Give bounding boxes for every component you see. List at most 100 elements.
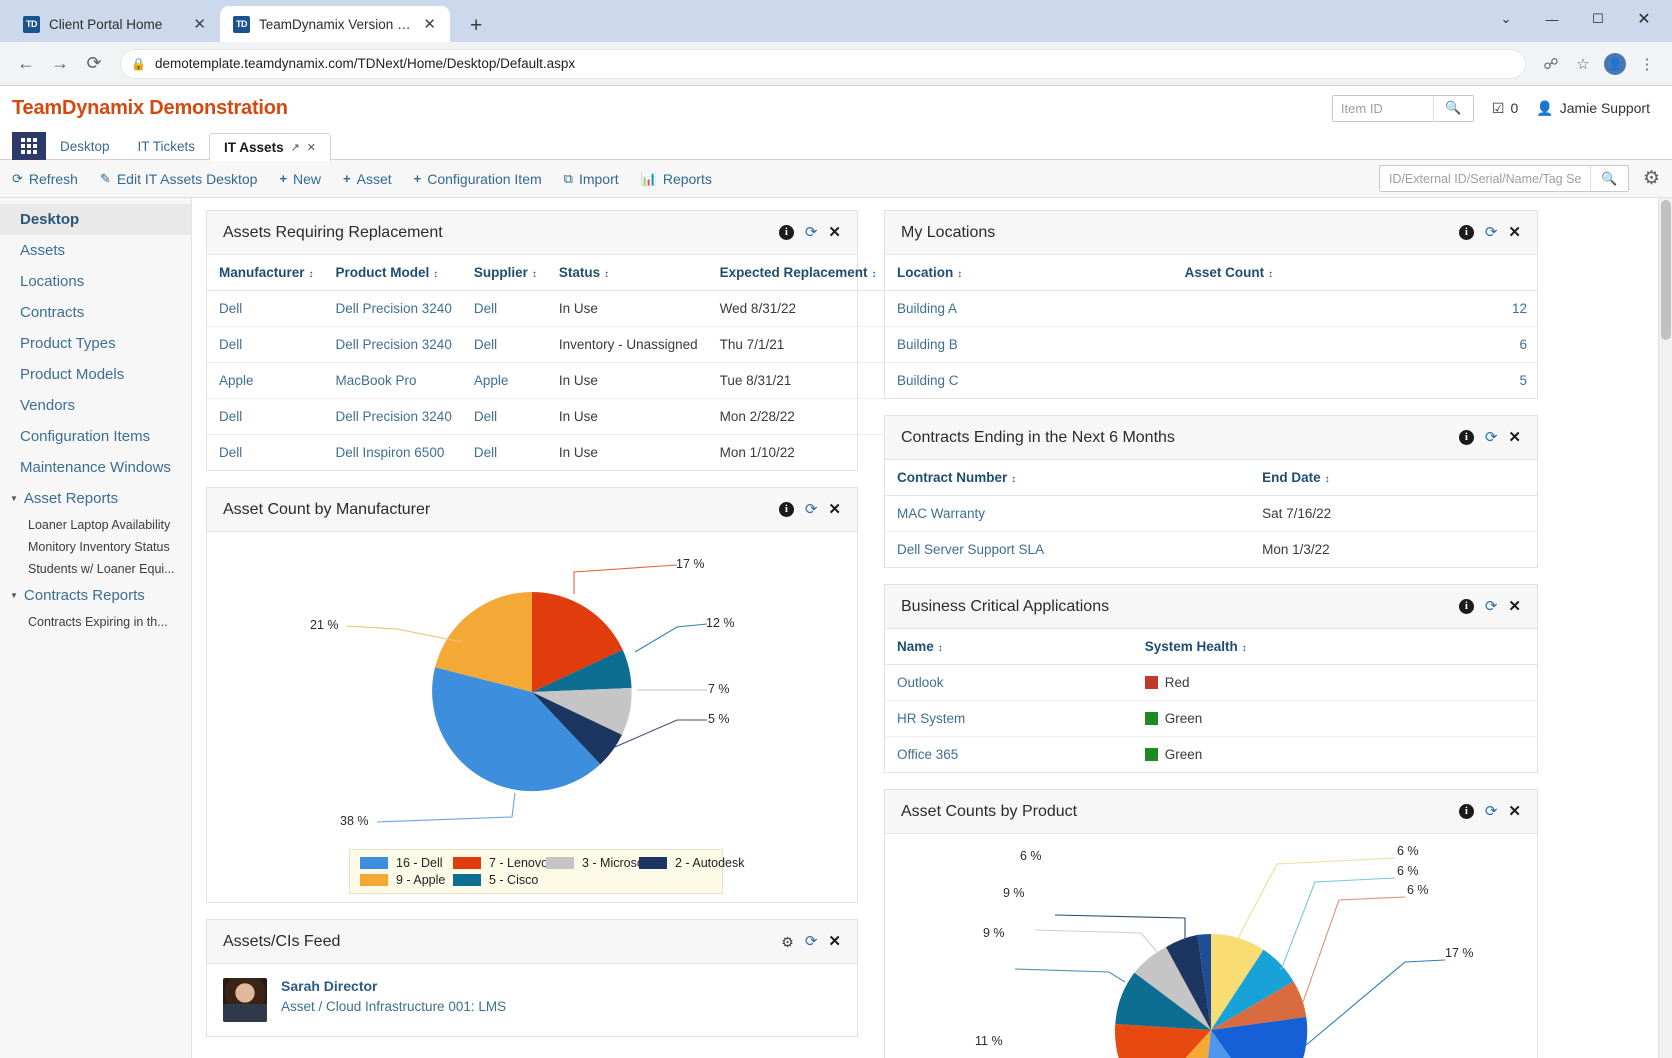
asset-search-input[interactable]	[1379, 166, 1590, 191]
table-row[interactable]: Dell Dell Inspiron 6500 Dell In Use Mon …	[207, 435, 886, 471]
table-row[interactable]: Outlook Red	[885, 664, 1537, 701]
back-icon[interactable]: ←	[17, 53, 35, 73]
chevron-down-icon[interactable]: ⌄	[1500, 11, 1512, 26]
asset-search[interactable]: 🔍	[1378, 165, 1629, 192]
refresh-icon[interactable]: ⟳	[1484, 598, 1498, 615]
address-bar[interactable]: 🔒 demotemplate.teamdynamix.com/TDNext/Ho…	[120, 48, 1526, 79]
cell-supplier[interactable]: Apple	[461, 362, 547, 399]
forward-icon[interactable]: →	[51, 53, 69, 73]
tab-it-tickets[interactable]: IT Tickets	[124, 132, 210, 160]
table-row[interactable]: Office 365 Green	[885, 737, 1537, 773]
refresh-icon[interactable]: ⟳	[1484, 224, 1498, 241]
cell-product-model[interactable]: Dell Inspiron 6500	[335, 445, 445, 460]
maximize-button[interactable]: ☐	[1592, 11, 1604, 26]
new-tab-button[interactable]: +	[470, 14, 483, 37]
table-row[interactable]: Building C 5	[885, 363, 1537, 399]
close-icon[interactable]: ✕	[828, 933, 841, 950]
sidebar-item-assets[interactable]: Assets	[0, 235, 191, 266]
cell-supplier[interactable]: Dell	[461, 326, 547, 363]
cell-application-name[interactable]: Office 365	[897, 747, 959, 762]
cell-manufacturer[interactable]: Dell	[207, 326, 324, 363]
info-icon[interactable]: i	[778, 502, 794, 517]
close-icon[interactable]: ✕	[423, 15, 436, 33]
close-icon[interactable]: ✕	[306, 141, 317, 154]
refresh-button[interactable]: ⟳ Refresh	[12, 171, 78, 187]
cell-manufacturer[interactable]: Dell	[207, 398, 324, 435]
tab-desktop[interactable]: Desktop	[46, 132, 124, 160]
column-header-contract-number[interactable]: Contract Number ↕	[885, 460, 1251, 496]
reports-button[interactable]: 📊 Reports	[641, 171, 712, 187]
browser-tab-client-portal[interactable]: TD Client Portal Home ✕	[10, 6, 220, 42]
sidebar-item-product-types[interactable]: Product Types	[0, 328, 191, 359]
column-header-location[interactable]: Location ↕	[885, 255, 1173, 291]
cell-application-name[interactable]: Outlook	[885, 664, 1133, 701]
search-icon[interactable]: 🔍	[1432, 95, 1473, 121]
import-button[interactable]: ⧉ Import	[564, 171, 619, 187]
cell-contract-number[interactable]: Dell Server Support SLA	[897, 542, 1045, 557]
table-row[interactable]: HR System Green	[885, 700, 1537, 737]
sidebar-item-loaner-laptop-availability[interactable]: Loaner Laptop Availability	[0, 514, 191, 536]
info-icon[interactable]: i	[1458, 225, 1474, 240]
edit-desktop-button[interactable]: ✎ Edit IT Assets Desktop	[100, 171, 258, 187]
table-row[interactable]: Dell Dell Precision 3240 Dell Inventory …	[207, 326, 887, 363]
column-header-system-health[interactable]: System Health ↕	[1132, 629, 1537, 665]
sidebar-item-locations[interactable]: Locations	[0, 266, 191, 297]
refresh-icon[interactable]: ⟳	[804, 224, 818, 241]
scrollbar[interactable]	[1658, 198, 1672, 1058]
new-button[interactable]: + New	[279, 171, 321, 187]
sidebar-item-vendors[interactable]: Vendors	[0, 390, 191, 421]
column-header-product-model[interactable]: Product Model ↕	[323, 255, 462, 291]
item-id-search[interactable]: 🔍	[1331, 94, 1474, 122]
cell-location[interactable]: Building B	[885, 326, 1173, 363]
kebab-menu-icon[interactable]: ⋮	[1639, 55, 1655, 73]
search-icon[interactable]: 🔍	[1589, 166, 1628, 191]
cell-product-model[interactable]: Dell Precision 3240	[323, 398, 462, 435]
refresh-icon[interactable]: ⟳	[1484, 803, 1498, 820]
sidebar-item-monitory-inventory-status[interactable]: Monitory Inventory Status	[0, 536, 191, 558]
table-row[interactable]: Building B 6	[885, 326, 1537, 363]
column-header-expected-replacement[interactable]: Expected Replacement ↕	[707, 255, 887, 291]
tab-it-assets[interactable]: IT Assets ↗ ✕	[209, 133, 332, 161]
cell-location[interactable]: Building C	[897, 373, 959, 388]
cell-supplier[interactable]: Dell	[473, 445, 498, 460]
popout-icon[interactable]: ↗	[290, 141, 300, 154]
share-icon[interactable]: ☍	[1543, 55, 1559, 73]
table-row[interactable]: Apple MacBook Pro Apple In Use Tue 8/31/…	[207, 362, 887, 399]
cell-application-name[interactable]: HR System	[885, 700, 1133, 737]
minimize-button[interactable]: —	[1545, 11, 1559, 27]
table-row[interactable]: Dell Dell Precision 3240 Dell In Use Mon…	[207, 398, 887, 435]
feed-subject[interactable]: Asset / Cloud Infrastructure 001: LMS	[281, 999, 507, 1014]
user-menu[interactable]: 👤 Jamie Support	[1536, 100, 1650, 117]
sidebar-item-students-loaner-equipment[interactable]: Students w/ Loaner Equi...	[0, 558, 191, 580]
cell-location[interactable]: Building A	[885, 290, 1173, 327]
sidebar-item-desktop[interactable]: Desktop	[0, 204, 191, 235]
close-icon[interactable]: ✕	[1508, 429, 1521, 446]
close-icon[interactable]: ✕	[1508, 224, 1521, 241]
sidebar-item-configuration-items[interactable]: Configuration Items	[0, 421, 191, 452]
feed-author[interactable]: Sarah Director	[281, 978, 378, 994]
table-row[interactable]: Building A 12	[885, 290, 1537, 327]
column-header-manufacturer[interactable]: Manufacturer ↕	[207, 255, 324, 291]
new-configuration-item-button[interactable]: + Configuration Item	[414, 171, 542, 187]
gear-icon[interactable]: ⚙	[1642, 168, 1660, 189]
cell-manufacturer[interactable]: Dell	[219, 445, 243, 460]
close-icon[interactable]: ✕	[1508, 803, 1521, 820]
column-header-supplier[interactable]: Supplier ↕	[461, 255, 547, 291]
cell-product-model[interactable]: Dell Precision 3240	[323, 290, 462, 327]
info-icon[interactable]: i	[778, 225, 794, 240]
window-close-button[interactable]: ✕	[1637, 11, 1651, 28]
new-asset-button[interactable]: + Asset	[343, 171, 392, 187]
checklist-indicator[interactable]: ☑ 0	[1492, 100, 1518, 117]
column-header-end-date[interactable]: End Date ↕	[1250, 460, 1537, 496]
scrollbar-thumb[interactable]	[1661, 200, 1671, 340]
info-icon[interactable]: i	[1458, 599, 1474, 614]
refresh-icon[interactable]: ⟳	[804, 933, 818, 950]
app-grid-icon[interactable]	[12, 132, 46, 160]
column-header-status[interactable]: Status ↕	[546, 255, 708, 291]
close-icon[interactable]: ✕	[1508, 598, 1521, 615]
cell-supplier[interactable]: Dell	[461, 398, 547, 435]
gear-icon[interactable]: ⚙	[781, 933, 794, 950]
info-icon[interactable]: i	[1458, 804, 1474, 819]
cell-product-model[interactable]: MacBook Pro	[323, 362, 462, 399]
table-row[interactable]: MAC Warranty Sat 7/16/22	[885, 495, 1537, 532]
